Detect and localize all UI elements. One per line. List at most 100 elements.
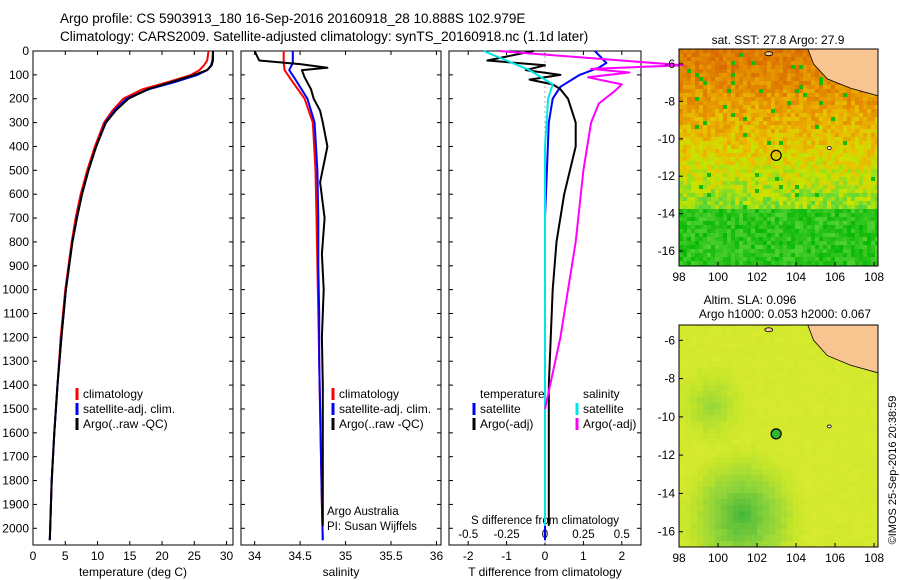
sst-cell [715,49,719,53]
sst-cell [691,241,695,245]
sst-cell [859,193,863,197]
sst-cell [691,113,695,117]
sst-cell [719,197,723,201]
sla-cell [811,385,817,391]
sla-cell [871,403,877,409]
sst-cell [715,85,719,89]
sst-cell [811,165,815,169]
sla-cell [787,529,793,535]
sst-cell [859,153,863,157]
sst-cell [723,141,727,145]
sst-cell [715,257,719,261]
sst-cell [795,49,799,53]
sst-cell [727,225,731,229]
sst-cell [795,197,799,201]
sla-cell [679,445,685,451]
sla-cell [709,331,715,337]
sla-cell [871,499,877,505]
sla-cell [763,349,769,355]
sst-cell [871,237,875,241]
sst-cell [763,105,767,109]
sst-cell [707,253,711,257]
sst-cell [767,161,771,165]
sst-cell [771,145,775,149]
sst-cell [679,217,683,221]
sst-cell [835,217,839,221]
sst-cell [739,69,743,73]
sla-cell [709,409,715,415]
sst-cell [691,61,695,65]
sst-cell [795,65,799,69]
sst-cell [867,93,871,97]
sla-cell [727,487,733,493]
sla-cell [727,463,733,469]
map-x-tick-label: 98 [672,551,686,565]
sst-cell [687,57,691,61]
sst-cell [811,117,815,121]
sst-cell [799,77,803,81]
sst-cell [875,197,878,201]
sst-cell [699,173,703,177]
y-tick-label: 1600 [2,426,29,440]
sst-cell [699,229,703,233]
sst-cell [835,201,839,205]
sst-cell [763,129,767,133]
sst-cell [823,213,827,217]
sst-cell [715,125,719,129]
sst-cell [835,157,839,161]
sst-cell [747,97,751,101]
sla-cell [691,385,697,391]
sst-cell [703,129,707,133]
sst-cell [855,177,859,181]
sst-cell [783,113,787,117]
sla-cell [745,421,751,427]
sst-cell [751,141,755,145]
sst-cell [799,193,803,197]
sst-cell [683,193,687,197]
sst-cell [779,201,783,205]
sla-cell [841,361,847,367]
sst-cell [807,157,811,161]
sst-cell [867,257,871,261]
sst-cell [843,213,847,217]
sst-cell [755,257,759,261]
sst-cell [831,81,835,85]
sst-cell [767,237,771,241]
sla-cell [817,439,823,445]
sla-cell [823,529,829,535]
sst-cell [763,261,767,265]
y-tick-label: 1700 [2,450,29,464]
sst-cell [831,121,835,125]
sst-cell [683,245,687,249]
sst-cell [795,141,799,145]
y-tick-label: 100 [9,68,29,82]
sst-cell [687,101,691,105]
sla-cell [679,469,685,475]
sst-cell [739,185,743,189]
x-tick-label: 15 [123,549,137,563]
sla-cell [727,445,733,451]
sst-cell [735,85,739,89]
sst-cell [851,161,855,165]
sst-cell [719,113,723,117]
sla-cell [757,535,763,541]
sst-cell [835,185,839,189]
sla-cell [871,535,877,541]
sst-cell [727,237,731,241]
sst-cell [783,225,787,229]
sla-cell [727,433,733,439]
sst-cell [875,205,878,209]
sst-cell [803,233,807,237]
sst-cell [827,201,831,205]
sst-cell [759,257,763,261]
sla-cell [835,451,841,457]
sst-cell [863,113,867,117]
sst-cell [715,141,719,145]
sst-cell [795,137,799,141]
sla-cell [835,361,841,367]
sst-cell [779,229,783,233]
sst-cell [847,253,851,257]
sst-cell [799,93,803,97]
sst-cell [867,193,871,197]
sst-cell [727,173,731,177]
